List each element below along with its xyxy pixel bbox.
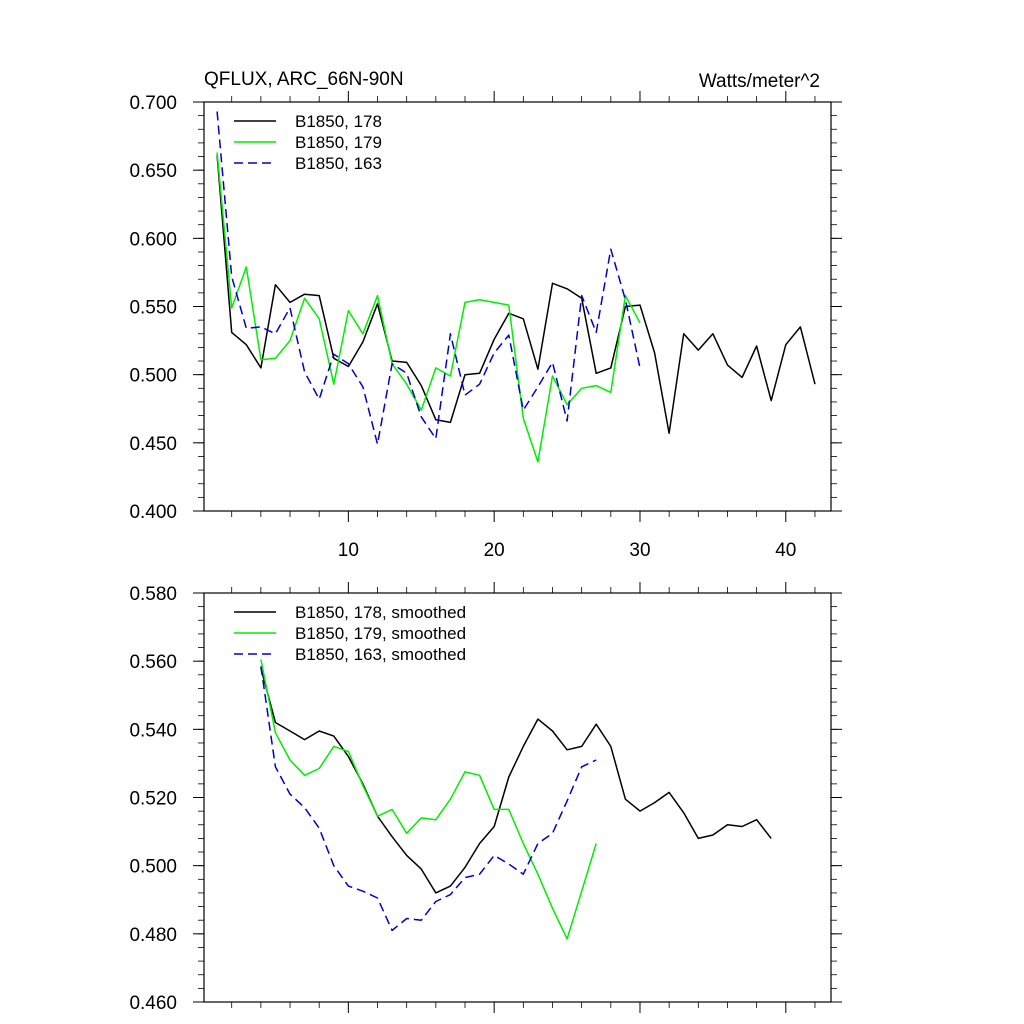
smoothed-series-b163-line xyxy=(260,666,597,932)
raw-y-tick-label: 0.700 xyxy=(129,93,177,114)
smoothed-legend-label-b163: B1850, 163, smoothed xyxy=(295,645,466,664)
smoothed-series-b178-line xyxy=(260,667,772,894)
raw-legend-label-b179: B1850, 179 xyxy=(295,133,382,152)
raw-x-tick-label: 30 xyxy=(629,540,650,561)
smoothed-series-b179-line xyxy=(260,659,597,940)
smoothed-legend-label-b179: B1850, 179, smoothed xyxy=(295,624,466,643)
raw-series-b179-line xyxy=(216,152,641,463)
raw-legend-label-b178: B1850, 178 xyxy=(295,112,382,131)
raw-qflux-panel: 0.400 0.450 0.500 0.550 0.600 0.650 0.700 10 20 3… xyxy=(129,91,842,561)
smoothed-y-tick-label: 0.480 xyxy=(129,925,177,946)
smoothed-y-tick-label: 0.560 xyxy=(129,652,177,673)
smoothed-y-tick-label: 0.460 xyxy=(129,993,177,1014)
raw-series-b163-line xyxy=(216,111,641,445)
raw-legend-label-b163: B1850, 163 xyxy=(295,154,382,173)
smoothed-y-tick-label: 0.500 xyxy=(129,857,177,878)
smoothed-y-tick-label: 0.580 xyxy=(129,584,177,605)
raw-x-tick-label: 20 xyxy=(484,540,505,561)
smoothed-y-tick-label: 0.520 xyxy=(129,789,177,810)
raw-series-b178-line xyxy=(216,155,816,435)
smoothed-qflux-panel: 0.460 0.480 0.500 0.520 0.540 0.560 0.580 B1850… xyxy=(129,582,842,1014)
smoothed-legend-label-b178: B1850, 178, smoothed xyxy=(295,603,466,622)
raw-y-tick-label: 0.500 xyxy=(129,366,177,387)
raw-y-tick-label: 0.400 xyxy=(129,502,177,523)
smoothed-y-tick-label: 0.540 xyxy=(129,720,177,741)
raw-y-tick-label: 0.650 xyxy=(129,161,177,182)
raw-x-tick-label: 10 xyxy=(338,540,359,561)
panel-title-left: QFLUX, ARC_66N-90N xyxy=(204,69,404,90)
raw-y-tick-label: 0.450 xyxy=(129,434,177,455)
panel-title-units: Watts/meter^2 xyxy=(699,71,820,92)
raw-y-tick-label: 0.550 xyxy=(129,298,177,319)
raw-y-tick-label: 0.600 xyxy=(129,229,177,250)
raw-x-tick-label: 40 xyxy=(775,540,796,561)
